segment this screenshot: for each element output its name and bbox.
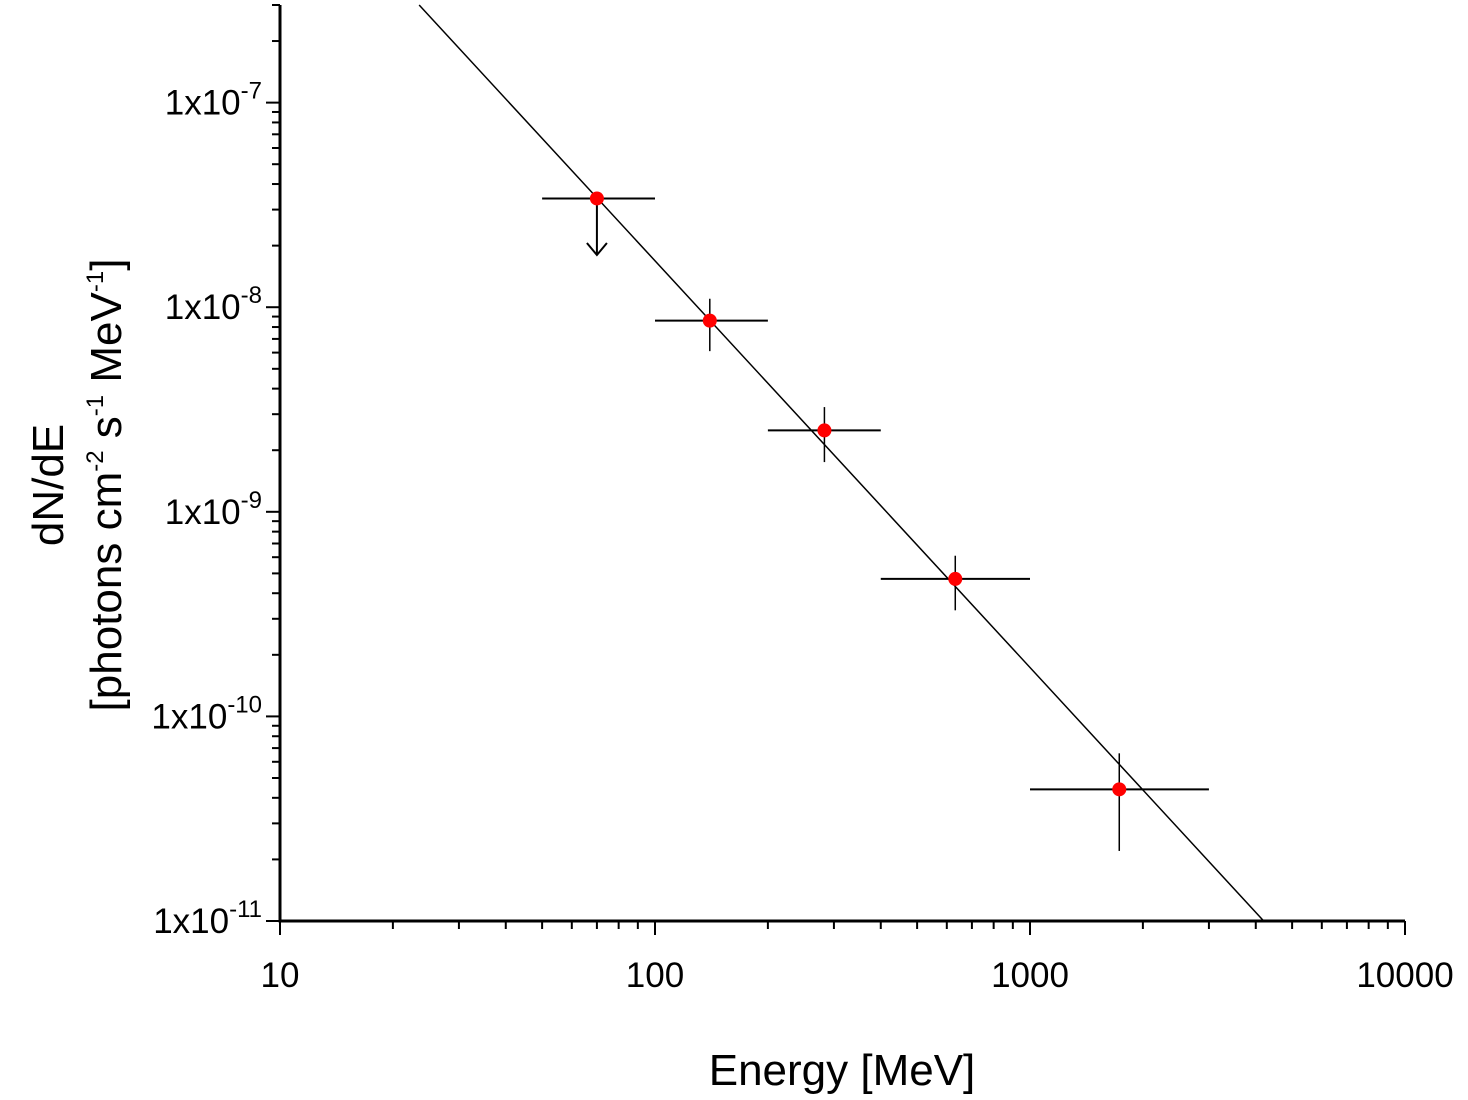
data-point-marker (948, 571, 963, 586)
data-point-group (1030, 753, 1209, 851)
data-point-group (880, 555, 1030, 611)
x-tick-label: 1000 (991, 956, 1069, 995)
y-tick-label: 1x10-9 (165, 487, 262, 532)
data-points-group (542, 191, 1209, 851)
upper-limit-arrow-head (586, 242, 608, 257)
x-tick-label: 10000 (1356, 956, 1453, 995)
data-point-marker (817, 423, 832, 438)
y-tick-label: 1x10-7 (165, 78, 262, 123)
tick-labels: 10 100 1000 10000 1x10-11 1x10-10 1x10-9 1x10-8… (151, 78, 1453, 995)
axis-ticks (266, 4, 1406, 935)
data-point-group (655, 298, 768, 352)
data-point-marker (1112, 782, 1127, 797)
fit-line-group (418, 4, 1265, 922)
data-point-marker (589, 191, 604, 206)
power-law-fit-line (418, 4, 1265, 922)
data-point-marker (702, 313, 717, 328)
y-axis-title-line1: dN/dE (24, 424, 73, 546)
y-axis-title-line1-group: dN/dE (24, 424, 73, 546)
data-point-group (542, 191, 655, 257)
x-tick-label: 100 (626, 956, 684, 995)
y-axis-title-line2: [photons cm-2 s-1 MeV-1] (82, 259, 131, 712)
x-axis-title: Energy [MeV] (709, 1046, 976, 1095)
y-tick-label: 1x10-8 (165, 282, 262, 327)
y-axis-title-line2-group: [photons cm-2 s-1 MeV-1] (82, 259, 131, 712)
x-tick-label: 10 (261, 956, 300, 995)
data-point-group (767, 407, 881, 463)
y-tick-label: 1x10-10 (151, 691, 262, 736)
y-tick-label: 1x10-11 (153, 896, 262, 941)
